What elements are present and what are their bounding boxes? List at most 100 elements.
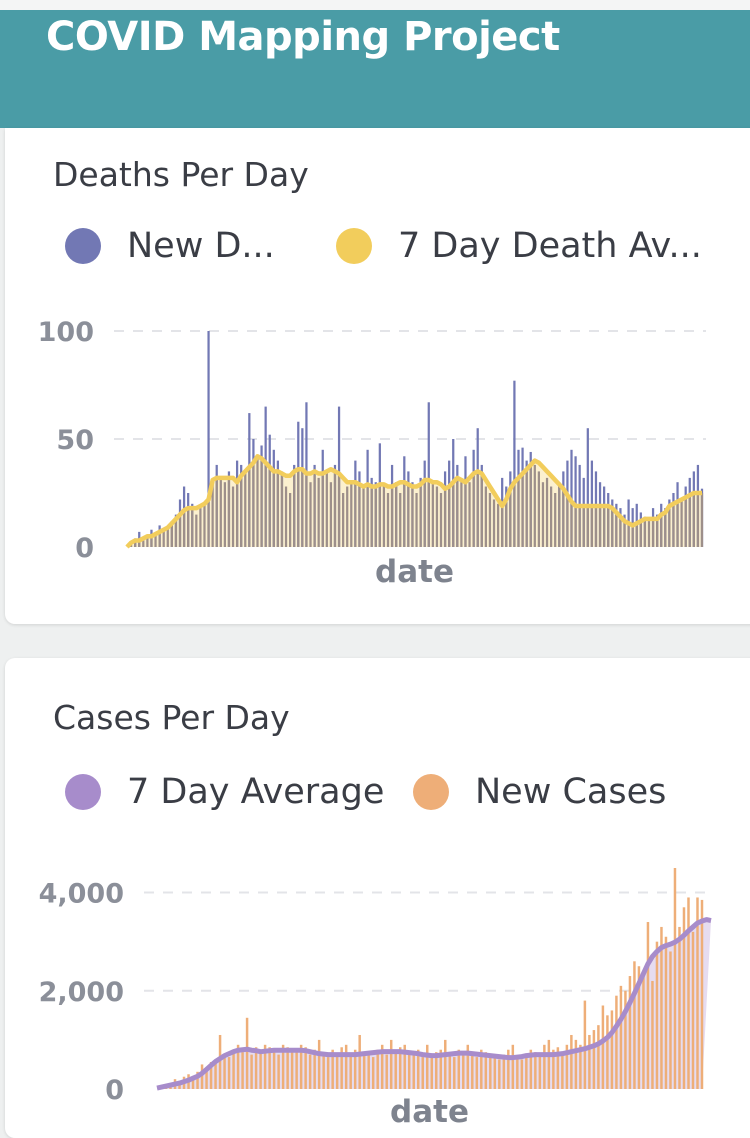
legend-item-death-average[interactable]: 7 Day Death Av... [336,226,702,266]
death-bar-under-average [227,477,231,547]
death-bar-under-average [411,486,414,547]
death-bar-under-average [293,471,296,547]
death-bar-under-average [635,523,638,547]
deaths-chart-title: Deaths Per Day [53,155,309,194]
death-bar-under-average [301,469,304,547]
death-bar [288,493,292,547]
cases-bar [227,1057,231,1089]
cases-bar [331,1049,334,1089]
y-tick-label: 2,000 [39,977,124,1008]
legend-dot-cases-average [65,774,101,810]
y-tick-label: 0 [105,1075,124,1106]
death-bar-under-average [252,462,255,547]
cases-bar [597,1025,600,1089]
cases-bar [628,976,632,1089]
death-bar-under-average [378,484,381,547]
cases-bar [268,1047,271,1089]
death-bar-under-average [354,482,357,547]
death-bar-under-average [570,501,573,547]
cases-bar [209,1061,213,1089]
death-bar [244,471,247,547]
death-bar [554,493,557,547]
cases-bar [453,1057,456,1089]
legend-item-cases-average[interactable]: 7 Day Average [65,772,384,812]
death-bar [219,477,222,547]
death-bar-under-average [668,505,671,547]
cases-bar [610,1010,614,1089]
cases-bar [259,1049,262,1089]
death-bar [325,471,328,547]
cases-bar [439,1049,442,1089]
cases-bar [205,1069,208,1089]
death-bar [329,482,333,547]
cases-bar [502,1054,506,1089]
death-bar-under-average [464,482,467,547]
death-bar [142,540,145,547]
cases-bar [340,1047,343,1089]
death-bar-under-average [272,471,275,547]
death-bar-under-average [215,477,218,547]
death-bar-under-average [235,482,239,547]
death-bar-under-average [427,480,430,547]
cases-bar [457,1049,461,1089]
cases-bar [579,1044,582,1089]
death-bar-under-average [582,505,585,547]
cases-bar [619,985,623,1089]
cases-bar [678,926,681,1089]
cases-bar [664,936,668,1089]
death-bar-under-average [509,488,512,547]
cases-bar [426,1044,429,1089]
legend-item-new-deaths[interactable]: New D... [65,226,275,266]
cases-bar [421,1057,424,1089]
death-bar-under-average [513,482,516,547]
death-bar [415,493,418,547]
cases-bar [556,1047,560,1089]
death-bar-under-average [700,493,704,547]
death-bar-under-average [627,523,630,547]
cases-bar [286,1047,289,1089]
death-bar-under-average [639,521,642,547]
death-bar-under-average [643,518,647,547]
death-bar-under-average [586,505,589,547]
cases-bar [299,1044,303,1089]
death-bar [382,486,386,547]
cases-bar [358,1034,361,1089]
death-bar-under-average [631,525,634,547]
death-bar [541,482,545,547]
cases-bar [412,1054,415,1089]
cases-bar [552,1049,555,1089]
legend-label-new-cases: New Cases [475,772,667,812]
legend-item-new-cases[interactable]: New Cases [413,772,666,812]
death-bar-under-average [390,486,394,547]
cases-bar [507,1049,510,1089]
death-bar-under-average [517,477,520,547]
cases-bar [218,1034,222,1089]
death-bar-under-average [407,484,410,547]
death-bar [342,493,345,547]
death-bar [399,493,402,547]
y-tick-label: 0 [75,533,94,564]
cases-bar [304,1047,307,1089]
cases-bar [642,971,645,1089]
app-title: COVID Mapping Project [46,14,560,60]
cases-bar [538,1054,542,1089]
cases-bar [583,1000,587,1089]
death-bar-under-average [452,482,455,547]
cases-bar [466,1044,470,1089]
cases-bar [511,1044,515,1089]
death-bar-under-average [240,475,243,547]
death-bar-under-average [672,503,675,547]
cases-bar [480,1049,483,1089]
death-bar [223,482,226,547]
death-bar-under-average [403,482,406,547]
cases-bar [344,1044,348,1089]
death-bar-under-average [607,505,610,547]
cases-bar [475,1057,479,1089]
cases-bar [660,926,663,1089]
death-bar-under-average [651,518,655,547]
death-bar [647,521,651,547]
death-bar [574,456,577,547]
cases-bar [191,1079,195,1089]
cases-bar [574,1039,578,1089]
death-bar-under-average [191,508,194,547]
